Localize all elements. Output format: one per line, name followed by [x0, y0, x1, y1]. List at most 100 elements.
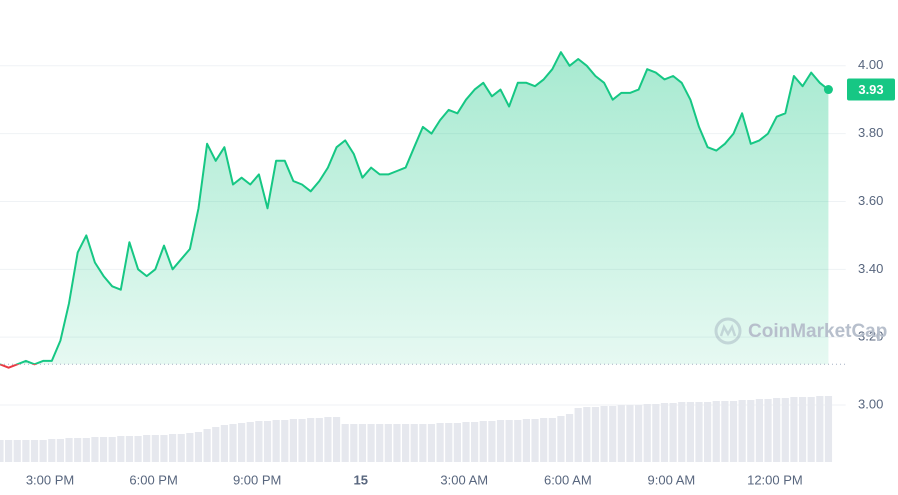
volume-bar [790, 397, 798, 462]
volume-bar [134, 436, 142, 462]
y-tick-label: 4.00 [858, 57, 883, 72]
volume-bar [557, 416, 565, 462]
volume-bar [229, 424, 237, 462]
volume-bar [712, 401, 720, 462]
volume-bar [686, 402, 694, 462]
volume-bar [13, 440, 21, 462]
volume-bar [186, 433, 194, 462]
volume-bar [117, 436, 125, 462]
volume-bar [609, 406, 617, 462]
volume-bar [505, 420, 513, 462]
volume-bar [341, 424, 349, 462]
volume-bar [272, 420, 280, 462]
x-tick-label: 15 [353, 472, 367, 487]
x-tick-label: 6:00 PM [129, 472, 177, 487]
volume-bar [695, 402, 703, 462]
volume-bar [453, 423, 461, 462]
volume-bar [660, 403, 669, 462]
volume-bar [574, 408, 582, 462]
volume-bar [255, 421, 263, 462]
volume-bar [643, 404, 651, 462]
volume-bar [315, 418, 323, 462]
volume-bar [0, 440, 4, 462]
volume-bar [5, 440, 13, 462]
volume-bar [807, 397, 815, 462]
volume-bar [324, 417, 332, 462]
volume-bar [151, 435, 159, 462]
volume-bar [565, 414, 574, 462]
volume-bar [729, 401, 738, 462]
volume-bar [393, 424, 401, 462]
volume-bar [177, 434, 185, 462]
volume-bar [781, 398, 789, 462]
volume-bar [479, 421, 487, 462]
volume-bar [522, 419, 531, 462]
x-tick-label: 3:00 PM [26, 472, 74, 487]
watermark: CoinMarketCap [748, 321, 887, 342]
x-tick-label: 9:00 PM [233, 472, 281, 487]
volume-bar [678, 402, 686, 462]
volume-bar [419, 424, 427, 462]
volume-bar [246, 422, 254, 462]
price-badge-label: 3.93 [858, 82, 883, 97]
x-tick-label: 12:00 PM [747, 472, 803, 487]
volume-bar [99, 437, 108, 462]
volume-bar [704, 402, 712, 462]
volume-bar [143, 435, 151, 462]
volume-bar [203, 429, 211, 462]
volume-bar [350, 424, 358, 462]
volume-bar [108, 437, 116, 462]
volume-bar [764, 399, 772, 462]
volume-bar [238, 423, 246, 462]
volume-bar [82, 438, 90, 462]
volume-bar [514, 420, 522, 462]
y-tick-label: 3.40 [858, 261, 883, 276]
y-tick-label: 3.60 [858, 193, 883, 208]
volume-bar [160, 435, 168, 462]
volume-bar [91, 437, 99, 462]
price-badge [847, 78, 895, 101]
volume-bar [168, 434, 177, 462]
volume-bar [540, 418, 548, 462]
volume-bar [669, 403, 677, 462]
volume-bar [367, 424, 375, 462]
volume-bar [652, 404, 660, 462]
x-tick-label: 3:00 AM [440, 472, 488, 487]
volume-bar [634, 405, 643, 462]
watermark-logo [714, 317, 742, 345]
volume-bar [488, 421, 496, 462]
volume-bar [125, 436, 134, 462]
y-tick-label: 3.80 [858, 125, 883, 140]
volume-bar [738, 400, 746, 462]
volume-bar [30, 440, 39, 462]
volume-bar [436, 423, 444, 462]
x-tick-label: 9:00 AM [648, 472, 696, 487]
volume-bar [358, 424, 367, 462]
volume-bar [496, 420, 505, 462]
volume-bar [755, 399, 764, 462]
volume-bar [39, 440, 47, 462]
volume-bar [462, 422, 470, 462]
volume-bar [548, 418, 556, 462]
volume-bar [410, 424, 418, 462]
volume-bar [65, 438, 73, 462]
price-line [0, 51, 830, 365]
volume-bar [22, 440, 30, 462]
volume-bar [591, 407, 600, 462]
volume-bar [531, 419, 539, 462]
volume-bar [401, 424, 410, 462]
volume-bar [798, 397, 807, 462]
volume-bar [56, 439, 65, 462]
volume-bar [212, 427, 220, 462]
volume-bar [583, 407, 591, 462]
volume-bar [376, 424, 384, 462]
volume-bar [427, 424, 436, 462]
volume-bar [721, 401, 729, 462]
volume-bar [824, 396, 833, 462]
last-point [823, 85, 833, 95]
volume-bar [263, 421, 272, 462]
volume-bar [600, 406, 608, 462]
volume-bar [194, 432, 203, 462]
